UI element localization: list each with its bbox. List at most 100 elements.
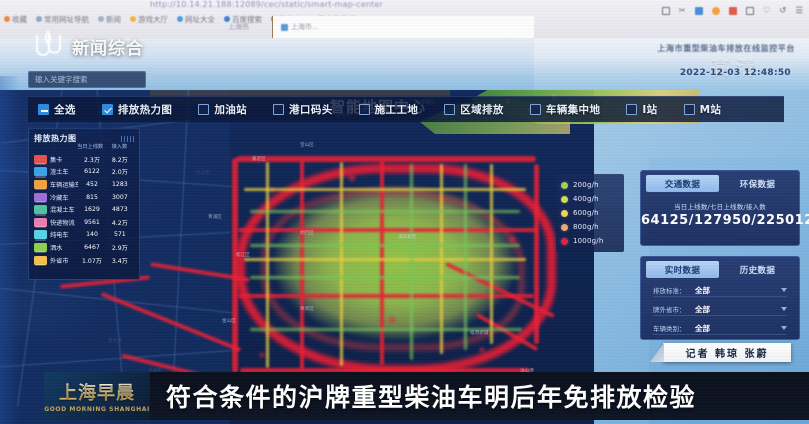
select-value: 全部	[695, 304, 710, 314]
filter-construction-site[interactable]: 施工工地	[358, 102, 419, 117]
legend-item: 400g/h	[561, 192, 619, 206]
tab-environment-data[interactable]: 环保数据	[739, 179, 776, 190]
history-icon[interactable]: ↺	[779, 6, 787, 16]
tab-realtime-data[interactable]: 实时数据	[646, 261, 719, 278]
legend-item: 200g/h	[561, 178, 619, 192]
checkbox-icon[interactable]	[273, 104, 285, 115]
second-window-tab-label: 上海市...	[291, 23, 319, 31]
filter-select-all[interactable]: 全选	[38, 102, 76, 117]
filter-i-station[interactable]: I站	[626, 102, 657, 117]
table-row[interactable]: 集卡 2.3万 8.2万	[34, 153, 134, 166]
reporter-names: 记者 韩琼 张蔚	[685, 349, 769, 360]
map-place-label: 青浦区	[208, 215, 222, 220]
select-province[interactable]: 牌外省市： 全部	[653, 303, 787, 316]
table-row[interactable]: 冷藏车 815 3007	[34, 191, 134, 204]
map-road-highlight	[238, 294, 534, 298]
checkbox-icon[interactable]	[626, 104, 638, 115]
program-name-en: GOOD MORNING SHANGHAI	[44, 406, 150, 413]
checkbox-icon[interactable]	[683, 104, 695, 115]
bookmark-item[interactable]: 网址大全	[177, 14, 215, 25]
bookmark-item[interactable]: 常用网址导航	[36, 14, 89, 25]
apps-icon[interactable]	[745, 7, 754, 15]
table-row[interactable]: 车辆运输车 452 1283	[34, 178, 134, 191]
row-name: 纯电车	[50, 232, 69, 240]
chevron-down-icon[interactable]	[781, 307, 787, 311]
map-place-label: 平湖市	[148, 368, 162, 374]
game-icon	[130, 16, 136, 22]
panel-tabs[interactable]: 实时数据 历史数据	[646, 261, 794, 278]
table-row[interactable]: 纯电车 140 571	[34, 229, 134, 242]
row-access: 3.4万	[111, 257, 128, 265]
filter-regional-emission[interactable]: 区域排放	[444, 102, 504, 117]
hd-watermark: 高清	[710, 57, 761, 79]
select-vehicle-category[interactable]: 车辆类别： 全部	[653, 322, 787, 335]
filter-port-dock[interactable]: 港口码头	[273, 102, 333, 117]
truck-icon	[34, 242, 47, 254]
checkbox-icon[interactable]	[529, 104, 541, 115]
table-row[interactable]: 混凝土车 1629 4873	[34, 203, 134, 216]
row-online: 140	[86, 231, 98, 239]
chevron-down-icon[interactable]	[781, 288, 787, 292]
bookmark-label: 新闻	[106, 14, 121, 24]
truck-icon	[34, 179, 47, 191]
browser-toolbar-icons[interactable]: ✂ ♡ ↺ ☰	[661, 6, 803, 16]
map-place-label: 宝山区	[300, 143, 314, 148]
legend-value: 1000g/h	[573, 237, 604, 245]
stat-caption: 当日上线数/七日上线数/接入数	[674, 203, 766, 211]
tab-traffic-data[interactable]: 交通数据	[646, 175, 719, 192]
row-online: 1629	[84, 206, 100, 214]
table-row[interactable]: 外省市 1.07万 3.4万	[34, 254, 134, 267]
checkbox-icon[interactable]	[198, 104, 210, 115]
background-window-tab-label[interactable]: 上海热	[228, 23, 249, 31]
page-title: 上海市重型柴油车排放在线监控平台	[657, 44, 795, 53]
legend-color-dot	[561, 223, 568, 231]
second-window-tab[interactable]: 上海市...	[281, 22, 319, 32]
filter-vehicle-gathering[interactable]: 车辆集中地	[529, 102, 601, 117]
tab-history-data[interactable]: 历史数据	[739, 265, 776, 276]
bookmark-item[interactable]: 收藏	[4, 14, 27, 25]
row-online: 1.07万	[82, 257, 102, 265]
traffic-data-panel: 交通数据 环保数据 当日上线数/七日上线数/接入数 64125/127950/2…	[640, 170, 809, 246]
translate-icon[interactable]: ✂	[678, 6, 686, 16]
bookmark-item[interactable]: 新闻	[98, 14, 121, 25]
bookmark-item[interactable]: 百度搜索	[224, 14, 262, 25]
map-place-label: 洋山港	[520, 368, 534, 374]
map-place-label: 闵行区	[300, 231, 314, 236]
filter-emission-heatmap[interactable]: 排放热力图	[101, 102, 173, 117]
filter-m-station[interactable]: M站	[683, 102, 722, 117]
checkbox-icon[interactable]	[358, 104, 370, 115]
map-place-label: 临港新城	[470, 331, 489, 336]
row-name: 洒水	[50, 244, 63, 252]
checkbox-icon[interactable]	[38, 104, 49, 115]
table-row[interactable]: 快递物流 9561 4.2万	[34, 216, 134, 229]
bars-icon	[120, 135, 134, 142]
layer-filter-bar[interactable]: 全选 排放热力图 加油站 港口码头 施工工地 区域排放	[28, 96, 784, 122]
table-row[interactable]: 洒水 6467 2.9万	[34, 241, 134, 254]
panel-tabs[interactable]: 交通数据 环保数据	[646, 175, 794, 192]
select-emission-standard[interactable]: 排放标准： 全部	[653, 284, 787, 297]
row-online: 452	[86, 180, 98, 188]
checkbox-icon[interactable]	[101, 104, 113, 115]
truck-icon	[34, 205, 47, 216]
screenshot-icon[interactable]	[661, 7, 670, 15]
filter-gas-station[interactable]: 加油站	[198, 102, 247, 117]
favorite-icon[interactable]: ♡	[762, 6, 771, 16]
menu-icon[interactable]: ☰	[795, 6, 803, 16]
select-label: 排放标准：	[653, 287, 686, 295]
table-row[interactable]: 渣土车 6122 2.0万	[34, 166, 134, 179]
legend-color-dot	[561, 181, 568, 189]
col-header-blank	[34, 145, 76, 151]
address-bar-url[interactable]: http://10.14.21.188:12089/cec/static/sma…	[150, 0, 384, 9]
row-access: 8.2万	[111, 156, 128, 164]
search-input[interactable]: 输入关键字搜索	[28, 71, 146, 88]
shield-icon[interactable]	[711, 7, 720, 15]
bookmark-item[interactable]: 游戏大厅	[130, 14, 168, 25]
reader-icon[interactable]	[694, 7, 703, 15]
stats-panel-title: 排放热力图	[34, 134, 77, 143]
chart-icon[interactable]	[728, 7, 737, 15]
truck-icon	[34, 217, 47, 229]
checkbox-icon[interactable]	[444, 104, 456, 115]
chevron-down-icon[interactable]	[781, 326, 787, 330]
truck-icon	[34, 154, 47, 166]
